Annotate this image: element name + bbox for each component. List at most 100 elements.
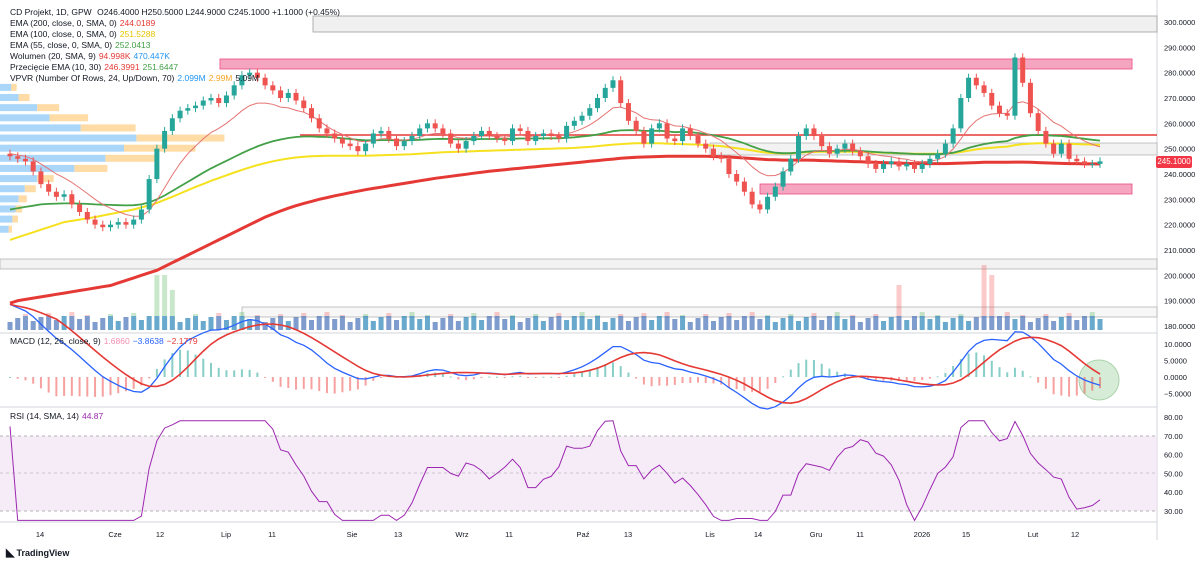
vpvr-row-up xyxy=(0,215,13,223)
volume-sma-bar xyxy=(162,316,168,330)
macd-hist-bar xyxy=(658,377,661,386)
volume-sma-bar xyxy=(548,317,554,330)
candle-body xyxy=(254,72,260,78)
macd-hist-bar xyxy=(248,369,251,377)
indicator-ema55[interactable]: EMA (55, close, 0, SMA, 0) 252.0413 xyxy=(10,40,151,50)
candle-body xyxy=(749,191,755,205)
macd-hist-bar xyxy=(1013,367,1016,377)
volume-sma-bar xyxy=(1058,317,1064,330)
macd-hist-bar xyxy=(364,377,367,386)
macd-legend[interactable]: MACD (12, 26, close, 9) 1.6860 −3.8638 −2.1… xyxy=(10,336,198,346)
rsi-tick-label: 60.00 xyxy=(1164,451,1183,460)
time-tick-label: Paź xyxy=(577,530,590,539)
macd-hist-bar xyxy=(1099,377,1101,389)
volume-sma-bar xyxy=(1035,318,1041,330)
candle-body xyxy=(394,138,400,147)
indicator-vpvr[interactable]: VPVR (Number Of Rows, 24, Up/Down, 70) 2.… xyxy=(10,73,259,83)
tradingview-logo[interactable]: ◣ TradingView xyxy=(6,547,70,559)
volume-sma-bar xyxy=(46,316,52,330)
candle-body xyxy=(911,163,917,169)
candle-body xyxy=(84,212,90,220)
candle-body xyxy=(22,158,28,162)
volume-sma-bar xyxy=(107,316,113,330)
candle-body xyxy=(77,204,83,212)
macd-hist-bar xyxy=(1091,377,1094,391)
vpvr-row-down xyxy=(18,195,27,203)
candle-body xyxy=(409,136,415,142)
candle-body xyxy=(710,148,716,157)
candle-body xyxy=(610,80,616,88)
volume-sma-bar xyxy=(765,316,771,330)
indicator-ema100[interactable]: EMA (100, close, 0, SMA, 0) 251.5288 xyxy=(10,29,156,39)
candle-body xyxy=(587,108,593,116)
volume-sma-bar xyxy=(1097,319,1103,330)
time-tick-label: 11 xyxy=(268,530,276,539)
candle-body xyxy=(1020,57,1026,83)
candle-body xyxy=(927,158,933,164)
rsi-line xyxy=(9,420,1101,522)
vpvr-row-down xyxy=(18,94,30,101)
macd-hist-bar xyxy=(194,354,197,377)
candle-body xyxy=(540,133,546,136)
macd-hist-bar xyxy=(171,353,174,377)
volume-sma-bar xyxy=(115,321,121,330)
indicator-legend: EMA (200, close, 0, SMA, 0) 244.0189 EMA … xyxy=(10,18,262,84)
candle-body xyxy=(564,125,570,139)
indicator-ema-cross[interactable]: Przecięcie EMA (10, 30) 246.3991 251.6447 xyxy=(10,62,179,72)
macd-hist-bar xyxy=(882,377,885,381)
candle-body xyxy=(656,123,662,129)
candle-body xyxy=(672,138,678,142)
vpvr-row-up xyxy=(0,154,106,162)
support-zone-pink xyxy=(759,183,1133,195)
volume-sma-bar xyxy=(556,316,562,330)
time-tick-label: Sie xyxy=(347,530,358,539)
macd-tick-label: 10.0000 xyxy=(1164,340,1191,349)
macd-hist-bar xyxy=(310,377,313,390)
time-axis: 14 Cze 12 Lip 11 Sie 13 Wrz 11 Paź 13 Lis 14 Gru 11 202… xyxy=(36,530,1079,539)
macd-tick-label: −5.0000 xyxy=(1164,390,1191,399)
volume-sma-bar xyxy=(796,321,802,330)
volume-sma-bar xyxy=(803,317,809,330)
macd-hist-bar xyxy=(78,377,81,397)
candle-body xyxy=(7,153,13,157)
volume-sma-bar xyxy=(525,318,531,330)
candle-body xyxy=(726,158,732,174)
volume-sma-bar xyxy=(942,322,948,330)
volume-sma-bar xyxy=(486,316,492,330)
macd-hist-bar xyxy=(1052,377,1055,395)
indicator-volume[interactable]: Wolumen (20, SMA, 9) 94.998K 470.447K xyxy=(10,51,170,61)
volume-sma-bar xyxy=(347,322,353,330)
time-tick-label: Gru xyxy=(810,530,823,539)
macd-hist-bar xyxy=(55,377,58,397)
candle-body xyxy=(602,87,608,98)
vpvr-row-up xyxy=(0,83,12,91)
volume-sma-bar xyxy=(479,320,485,330)
volume-sma-bar xyxy=(432,322,438,330)
volume-sma-bar xyxy=(618,316,624,330)
volume-sma-bar xyxy=(873,316,879,330)
indicator-ema200[interactable]: EMA (200, close, 0, SMA, 0) 244.0189 xyxy=(10,18,156,28)
macd-hist-bar xyxy=(1060,377,1063,396)
volume-sma-bar xyxy=(672,319,678,330)
volume-sma-bar xyxy=(687,322,693,330)
macd-hist-bar xyxy=(124,377,127,392)
volume-sma-bar xyxy=(888,317,894,330)
candle-body xyxy=(92,219,98,225)
volume-sma-bar xyxy=(61,316,67,330)
macd-hist-bar xyxy=(1068,377,1071,397)
vpvr-row-down xyxy=(49,114,89,122)
vpvr-row-up xyxy=(0,104,38,112)
volume-sma-bar xyxy=(850,316,856,330)
rsi-legend[interactable]: RSI (14, SMA, 14) 44.87 xyxy=(10,411,104,421)
candle-body xyxy=(363,143,369,152)
candle-body xyxy=(695,136,701,144)
vpvr-row-down xyxy=(74,164,108,172)
volume-sma-bar xyxy=(92,322,98,330)
candlesticks xyxy=(7,53,1103,232)
time-tick-label: 15 xyxy=(962,530,970,539)
candle-body xyxy=(780,171,786,187)
volume-sma-bar xyxy=(1004,316,1010,330)
macd-hist-bar xyxy=(712,377,715,384)
macd-hist-bar xyxy=(1037,377,1040,383)
candle-body xyxy=(811,128,817,136)
